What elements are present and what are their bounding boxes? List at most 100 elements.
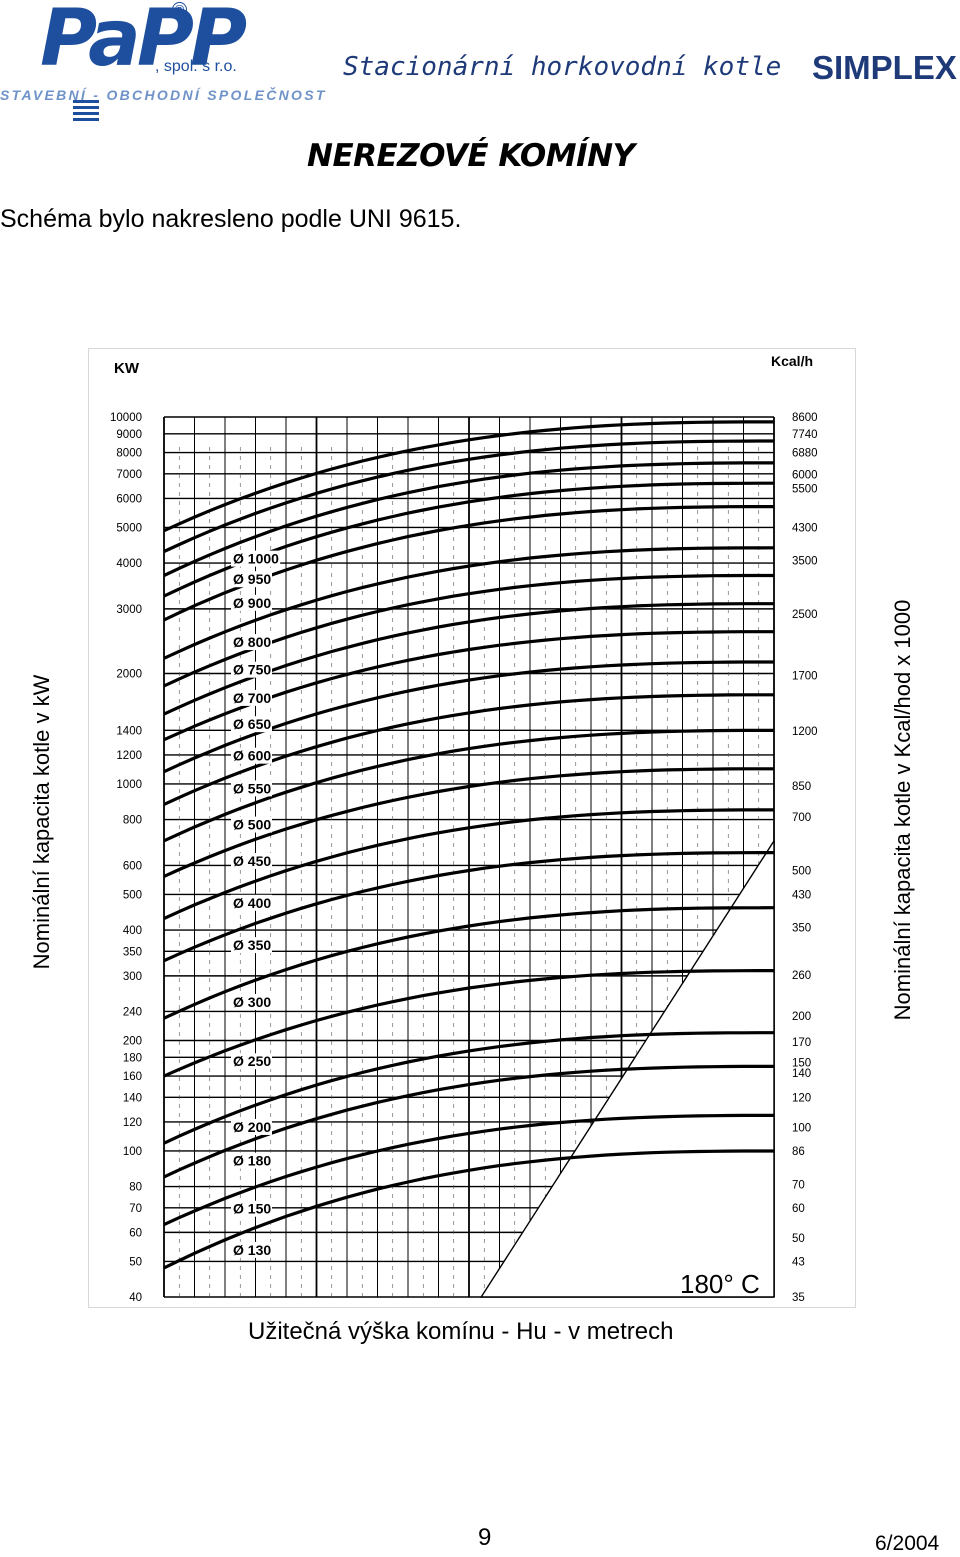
temperature-annotation: 180° C — [680, 1269, 760, 1299]
diameter-curve — [163, 969, 774, 1078]
right-tick-label: 150 — [792, 1058, 811, 1070]
left-tick-label: 300 — [123, 971, 142, 983]
right-tick-label: 7740 — [792, 429, 818, 441]
series-label: Ø 900 — [233, 595, 271, 611]
series-label: Ø 800 — [233, 634, 271, 650]
left-tick-label: 1000 — [116, 779, 142, 791]
series-label-bg — [231, 1053, 272, 1070]
right-tick-label: 43 — [792, 1256, 805, 1268]
series-label-bg — [231, 1118, 272, 1135]
series-label-bg — [231, 689, 272, 706]
diameter-curve — [163, 546, 775, 660]
left-tick-label: 3000 — [116, 604, 142, 616]
series-label-bg — [231, 852, 272, 869]
series-label-bg — [231, 894, 272, 911]
left-tick-label: 8000 — [116, 448, 142, 460]
series-label-bg — [231, 1152, 272, 1169]
left-tick-label: 200 — [123, 1035, 142, 1047]
left-tick-label: 6000 — [116, 493, 142, 505]
series-label: Ø 150 — [233, 1201, 271, 1217]
company-tagline: STAVEBNÍ - OBCHODNÍ SPOLEČNOST — [0, 87, 327, 103]
diameter-curve — [163, 1064, 774, 1179]
left-tick-label: 140 — [123, 1092, 142, 1104]
left-unit: KW — [114, 360, 140, 377]
left-tick-label: 160 — [123, 1071, 142, 1083]
right-tick-label: 6880 — [792, 448, 818, 460]
series-label-bg — [231, 993, 272, 1010]
left-tick-label: 10000 — [110, 412, 142, 424]
series-label: Ø 200 — [233, 1119, 271, 1135]
right-tick-label: 1700 — [792, 670, 818, 682]
series-label-bg — [231, 816, 272, 833]
diameter-curve — [163, 767, 774, 878]
standard-note: Schéma bylo nakresleno podle UNI 9615. — [0, 205, 462, 233]
company-suffix: , spol. s r.o. — [155, 58, 237, 75]
series-label-bg — [231, 634, 272, 651]
right-tick-label: 60 — [792, 1203, 805, 1215]
series-label-bg — [231, 1241, 272, 1258]
series-label-bg — [231, 594, 272, 611]
series-label: Ø 350 — [233, 937, 271, 953]
left-tick-label: 500 — [123, 889, 142, 901]
right-tick-label: 70 — [792, 1180, 805, 1192]
diameter-curve — [163, 420, 774, 533]
left-tick-label: 1400 — [116, 725, 142, 737]
series-label: Ø 450 — [233, 853, 271, 869]
left-tick-label: 120 — [123, 1117, 142, 1129]
right-tick-label: 260 — [792, 970, 811, 982]
page-number: 9 — [478, 1524, 492, 1551]
left-tick-label: 70 — [129, 1203, 142, 1215]
header-subtitle: Stacionární horkovodní kotle — [343, 52, 782, 82]
chimney-sizing-chart: Ø 130 Ø 150 Ø 180 Ø 200 Ø 250 Ø 300 Ø 350 Ø 400… — [88, 348, 856, 1308]
diameter-curve — [163, 1031, 774, 1145]
right-tick-label: 1200 — [792, 726, 818, 738]
series-label-bg — [231, 937, 272, 954]
diameter-curve — [163, 906, 775, 1020]
left-tick-label: 5000 — [116, 522, 142, 534]
diameter-curve — [163, 728, 774, 843]
left-tick-label: 80 — [129, 1182, 142, 1194]
left-tick-label: 9000 — [116, 429, 142, 441]
right-tick-label: 140 — [792, 1068, 811, 1080]
right-tick-label: 100 — [792, 1122, 811, 1134]
right-unit: Kcal/h — [771, 353, 813, 369]
series-label: Ø 130 — [233, 1242, 271, 1258]
page-date: 6/2004 — [875, 1532, 940, 1555]
series-label-bg — [231, 571, 272, 588]
right-tick-label: 6000 — [792, 469, 818, 481]
diameter-curve — [163, 808, 774, 920]
right-tick-label: 120 — [792, 1092, 811, 1104]
right-tick-label: 35 — [792, 1292, 805, 1304]
series-label: Ø 1000 — [233, 551, 279, 567]
right-tick-label: 350 — [792, 922, 811, 934]
series-label: Ø 700 — [233, 690, 271, 706]
left-tick-label: 40 — [129, 1292, 142, 1304]
section-title: NEREZOVÉ KOMÍNY — [307, 138, 635, 174]
right-tick-label: 8600 — [792, 412, 818, 424]
series-label: Ø 250 — [233, 1053, 271, 1069]
series-label-bg — [231, 661, 272, 678]
series-label: Ø 400 — [233, 895, 271, 911]
right-tick-label: 50 — [792, 1233, 805, 1245]
series-label: Ø 500 — [233, 817, 271, 833]
left-tick-label: 60 — [129, 1227, 142, 1239]
diameter-curve — [163, 1113, 774, 1227]
series-label: Ø 550 — [233, 780, 271, 796]
left-tick-label: 400 — [123, 925, 142, 937]
left-tick-label: 180 — [123, 1052, 142, 1064]
series-label: Ø 600 — [233, 748, 271, 764]
series-label-bg — [231, 716, 272, 733]
right-tick-label: 4300 — [792, 522, 818, 534]
company-logo: PaPP — [40, 0, 247, 84]
right-tick-label: 500 — [792, 866, 811, 878]
left-tick-label: 7000 — [116, 469, 142, 481]
registered-mark: ® — [172, 2, 187, 17]
right-tick-label: 430 — [792, 889, 811, 901]
header-brand: SIMPLEX — [812, 49, 957, 86]
series-label: Ø 180 — [233, 1153, 271, 1169]
logo-stripes — [73, 100, 99, 124]
series-label-bg — [231, 1200, 272, 1217]
left-tick-label: 4000 — [116, 558, 142, 570]
series-label-bg — [231, 780, 272, 797]
diameter-curve — [163, 1149, 774, 1270]
